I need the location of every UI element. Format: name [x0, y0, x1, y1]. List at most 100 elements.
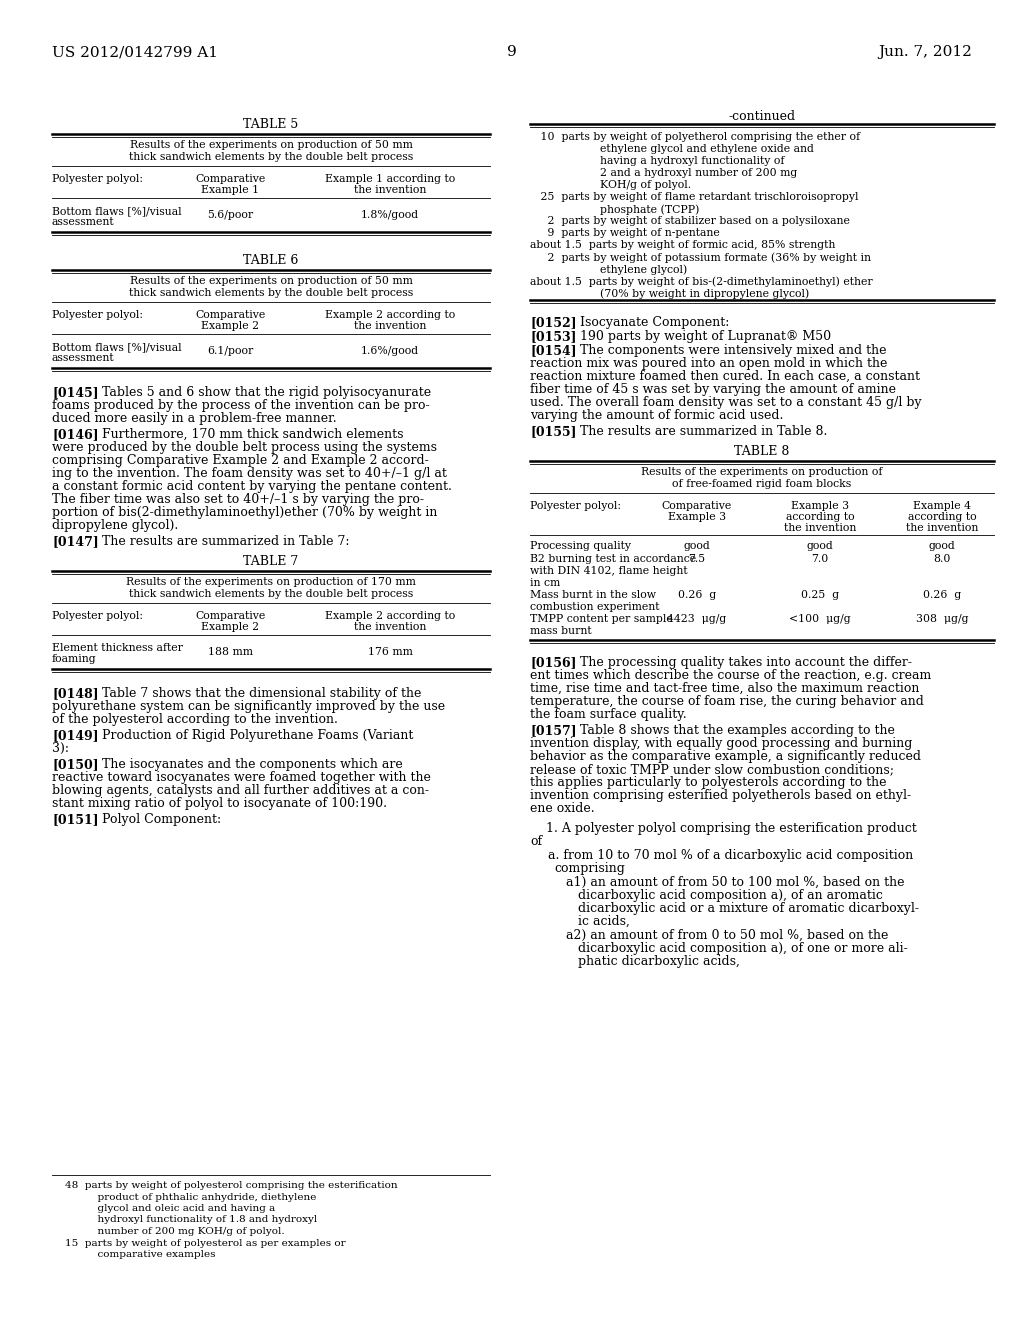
Text: a2) an amount of from 0 to 50 mol %, based on the: a2) an amount of from 0 to 50 mol %, bas… [566, 929, 889, 942]
Text: the invention: the invention [354, 622, 426, 632]
Text: Polyol Component:: Polyol Component: [102, 813, 221, 826]
Text: ic acids,: ic acids, [578, 915, 630, 928]
Text: Bottom flaws [%]/visual: Bottom flaws [%]/visual [52, 342, 181, 352]
Text: having a hydroxyl functionality of: having a hydroxyl functionality of [530, 156, 784, 166]
Text: Example 3: Example 3 [668, 512, 726, 521]
Text: assessment: assessment [52, 352, 115, 363]
Text: varying the amount of formic acid used.: varying the amount of formic acid used. [530, 409, 783, 422]
Text: the invention: the invention [354, 185, 426, 195]
Text: dicarboxylic acid composition a), of an aromatic: dicarboxylic acid composition a), of an … [578, 888, 883, 902]
Text: 15  parts by weight of polyesterol as per examples or: 15 parts by weight of polyesterol as per… [52, 1238, 346, 1247]
Text: Bottom flaws [%]/visual: Bottom flaws [%]/visual [52, 206, 181, 216]
Text: foaming: foaming [52, 653, 96, 664]
Text: The components were intensively mixed and the: The components were intensively mixed an… [580, 345, 887, 356]
Text: Example 1: Example 1 [201, 185, 259, 195]
Text: Polyester polyol:: Polyester polyol: [52, 611, 143, 620]
Text: Results of the experiments on production of: Results of the experiments on production… [641, 467, 883, 477]
Text: [0152]: [0152] [530, 315, 577, 329]
Text: Furthermore, 170 mm thick sandwich elements: Furthermore, 170 mm thick sandwich eleme… [102, 428, 403, 441]
Text: [0148]: [0148] [52, 686, 98, 700]
Text: 25  parts by weight of flame retardant trischloroisopropyl: 25 parts by weight of flame retardant tr… [530, 191, 858, 202]
Text: foams produced by the process of the invention can be pro-: foams produced by the process of the inv… [52, 399, 430, 412]
Text: Polyester polyol:: Polyester polyol: [52, 310, 143, 319]
Text: a1) an amount of from 50 to 100 mol %, based on the: a1) an amount of from 50 to 100 mol %, b… [566, 876, 904, 888]
Text: thick sandwich elements by the double belt process: thick sandwich elements by the double be… [129, 589, 413, 599]
Text: Processing quality: Processing quality [530, 541, 631, 550]
Text: Tables 5 and 6 show that the rigid polyisocyanurate: Tables 5 and 6 show that the rigid polyi… [102, 385, 431, 399]
Text: comprising Comparative Example 2 and Example 2 accord-: comprising Comparative Example 2 and Exa… [52, 454, 429, 467]
Text: 1. A polyester polyol comprising the esterification product: 1. A polyester polyol comprising the est… [530, 822, 916, 836]
Text: Element thickness after: Element thickness after [52, 643, 183, 653]
Text: Comparative: Comparative [195, 611, 265, 620]
Text: according to: according to [907, 512, 976, 521]
Text: Comparative: Comparative [195, 174, 265, 183]
Text: The fiber time was also set to 40+/–1 s by varying the pro-: The fiber time was also set to 40+/–1 s … [52, 492, 424, 506]
Text: dipropylene glycol).: dipropylene glycol). [52, 519, 178, 532]
Text: ene oxide.: ene oxide. [530, 803, 595, 814]
Text: TABLE 7: TABLE 7 [244, 554, 299, 568]
Text: the invention: the invention [354, 321, 426, 331]
Text: duced more easily in a problem-free manner.: duced more easily in a problem-free mann… [52, 412, 337, 425]
Text: 190 parts by weight of Lupranat® M50: 190 parts by weight of Lupranat® M50 [580, 330, 831, 343]
Text: TABLE 8: TABLE 8 [734, 445, 790, 458]
Text: the foam surface quality.: the foam surface quality. [530, 708, 687, 721]
Text: this applies particularly to polyesterols according to the: this applies particularly to polyesterol… [530, 776, 887, 789]
Text: 2 and a hydroxyl number of 200 mg: 2 and a hydroxyl number of 200 mg [530, 168, 798, 178]
Text: The results are summarized in Table 7:: The results are summarized in Table 7: [102, 535, 349, 548]
Text: 4423  μg/g: 4423 μg/g [668, 614, 727, 624]
Text: release of toxic TMPP under slow combustion conditions;: release of toxic TMPP under slow combust… [530, 763, 894, 776]
Text: phosphate (TCPP): phosphate (TCPP) [530, 205, 699, 215]
Text: 10  parts by weight of polyetherol comprising the ether of: 10 parts by weight of polyetherol compri… [530, 132, 860, 143]
Text: TABLE 6: TABLE 6 [244, 253, 299, 267]
Text: Example 4: Example 4 [913, 502, 971, 511]
Text: [0149]: [0149] [52, 729, 98, 742]
Text: B2 burning test in accordance: B2 burning test in accordance [530, 554, 696, 564]
Text: comparative examples: comparative examples [52, 1250, 215, 1259]
Text: assessment: assessment [52, 216, 115, 227]
Text: a constant formic acid content by varying the pentane content.: a constant formic acid content by varyin… [52, 480, 452, 492]
Text: invention comprising esterified polyetherols based on ethyl-: invention comprising esterified polyethe… [530, 789, 911, 803]
Text: Mass burnt in the slow: Mass burnt in the slow [530, 590, 656, 601]
Text: 1.6%/good: 1.6%/good [360, 346, 419, 356]
Text: Example 3: Example 3 [791, 502, 849, 511]
Text: [0147]: [0147] [52, 535, 98, 548]
Text: [0155]: [0155] [530, 425, 577, 438]
Text: [0153]: [0153] [530, 330, 577, 343]
Text: blowing agents, catalysts and all further additives at a con-: blowing agents, catalysts and all furthe… [52, 784, 429, 797]
Text: US 2012/0142799 A1: US 2012/0142799 A1 [52, 45, 218, 59]
Text: were produced by the double belt process using the systems: were produced by the double belt process… [52, 441, 437, 454]
Text: Polyester polyol:: Polyester polyol: [52, 174, 143, 183]
Text: 5.6/poor: 5.6/poor [207, 210, 253, 220]
Text: good: good [684, 541, 711, 550]
Text: reactive toward isocyanates were foamed together with the: reactive toward isocyanates were foamed … [52, 771, 431, 784]
Text: 7.5: 7.5 [688, 554, 706, 564]
Text: with DIN 4102, flame height: with DIN 4102, flame height [530, 566, 688, 576]
Text: ent times which describe the course of the reaction, e.g. cream: ent times which describe the course of t… [530, 669, 931, 682]
Text: invention display, with equally good processing and burning: invention display, with equally good pro… [530, 737, 912, 750]
Text: 2  parts by weight of potassium formate (36% by weight in: 2 parts by weight of potassium formate (… [530, 252, 871, 263]
Text: Polyester polyol:: Polyester polyol: [530, 502, 621, 511]
Text: glycol and oleic acid and having a: glycol and oleic acid and having a [52, 1204, 275, 1213]
Text: 6.1/poor: 6.1/poor [207, 346, 253, 356]
Text: 7.0: 7.0 [811, 554, 828, 564]
Text: Results of the experiments on production of 50 mm: Results of the experiments on production… [130, 140, 413, 150]
Text: polyurethane system can be significantly improved by the use: polyurethane system can be significantly… [52, 700, 445, 713]
Text: Results of the experiments on production of 170 mm: Results of the experiments on production… [126, 577, 416, 587]
Text: reaction mixture foamed then cured. In each case, a constant: reaction mixture foamed then cured. In e… [530, 370, 920, 383]
Text: 48  parts by weight of polyesterol comprising the esterification: 48 parts by weight of polyesterol compri… [52, 1181, 397, 1191]
Text: 1.8%/good: 1.8%/good [360, 210, 419, 220]
Text: portion of bis(2-dimethylaminoethyl)ether (70% by weight in: portion of bis(2-dimethylaminoethyl)ethe… [52, 506, 437, 519]
Text: about 1.5  parts by weight of bis-(2-dimethylaminoethyl) ether: about 1.5 parts by weight of bis-(2-dime… [530, 276, 872, 286]
Text: reaction mix was poured into an open mold in which the: reaction mix was poured into an open mol… [530, 356, 888, 370]
Text: good: good [929, 541, 955, 550]
Text: comprising: comprising [554, 862, 625, 875]
Text: used. The overall foam density was set to a constant 45 g/l by: used. The overall foam density was set t… [530, 396, 922, 409]
Text: of free-foamed rigid foam blocks: of free-foamed rigid foam blocks [673, 479, 852, 488]
Text: [0156]: [0156] [530, 656, 577, 669]
Text: mass burnt: mass burnt [530, 626, 592, 636]
Text: thick sandwich elements by the double belt process: thick sandwich elements by the double be… [129, 152, 413, 162]
Text: Example 1 according to: Example 1 according to [325, 174, 455, 183]
Text: Table 7 shows that the dimensional stability of the: Table 7 shows that the dimensional stabi… [102, 686, 421, 700]
Text: Isocyanate Component:: Isocyanate Component: [580, 315, 729, 329]
Text: 176 mm: 176 mm [368, 647, 413, 657]
